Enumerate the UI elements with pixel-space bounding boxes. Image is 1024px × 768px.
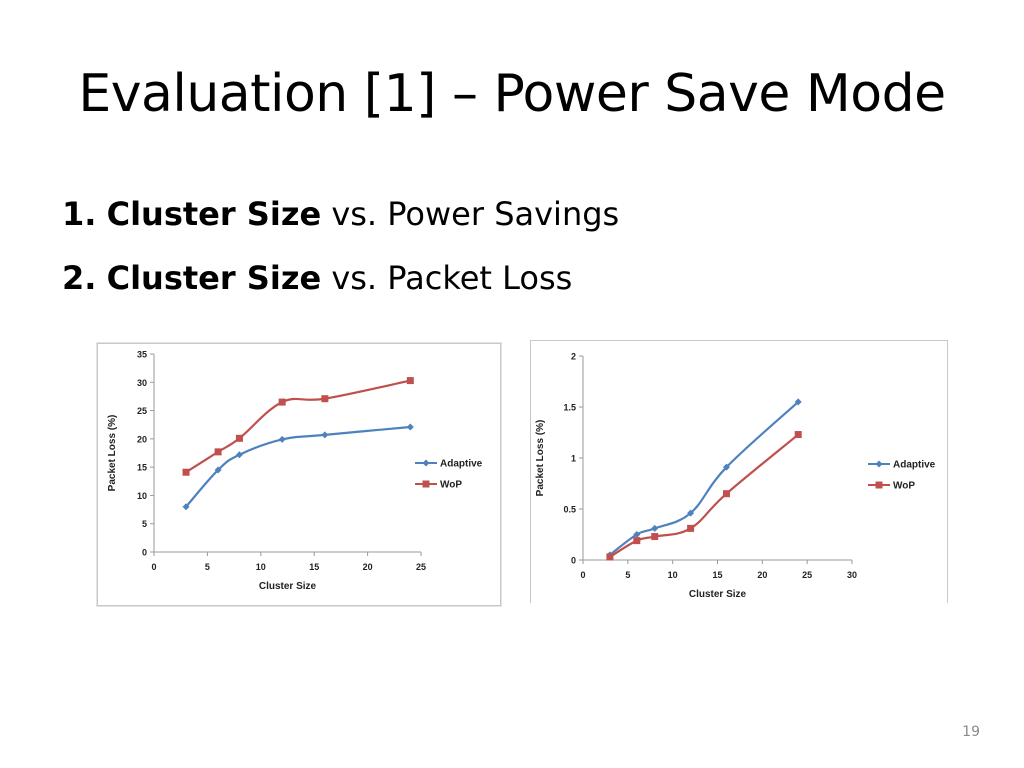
x-axis-label: Cluster Size: [259, 581, 317, 592]
data-point-wop: [235, 434, 243, 442]
bullet-bold-text: Cluster Size: [106, 259, 322, 297]
y-tick-label: 1: [571, 454, 576, 464]
data-point-adaptive: [321, 431, 329, 439]
bullet-bold-text: Cluster Size: [106, 195, 322, 233]
data-point-adaptive: [722, 463, 730, 471]
legend-marker: [875, 481, 883, 489]
slide-number: 19: [962, 724, 980, 740]
series-line-adaptive: [185, 425, 411, 508]
legend-marker: [875, 460, 883, 468]
bullet-text: vs. Packet Loss: [321, 259, 573, 297]
x-tick-label: 0: [151, 562, 156, 572]
y-tick-label: 10: [137, 491, 147, 501]
data-point-wop: [214, 448, 222, 456]
y-tick-label: 35: [137, 350, 147, 360]
legend-label: Adaptive: [440, 459, 483, 470]
legend-marker: [422, 480, 430, 488]
packet-loss-chart-left: 0 5 10 15 20 25 30 35 0 5 10 15 20 25 Cluster Size Pack…: [97, 343, 501, 606]
y-tick-label: 5: [142, 519, 147, 529]
y-tick-label: 20: [137, 434, 147, 444]
data-point-adaptive: [214, 466, 222, 474]
data-point-adaptive: [235, 451, 243, 459]
y-tick-label: 30: [137, 378, 147, 388]
bullet-number: 1.: [62, 195, 97, 233]
data-point-wop: [633, 537, 641, 545]
chart-svg: 0 5 10 15 20 25 30 35 0 5 10 15 20 25 Cluster Size Pack…: [107, 350, 483, 593]
y-tick-label: 0: [142, 548, 147, 558]
bullet-number: 2.: [62, 259, 97, 297]
data-point-wop: [651, 533, 659, 541]
y-tick-label: 15: [137, 463, 147, 473]
x-tick-label: 25: [416, 562, 426, 572]
data-point-wop: [321, 395, 329, 403]
data-point-wop: [182, 468, 190, 476]
data-point-adaptive: [633, 531, 641, 538]
x-tick-label: 0: [580, 570, 585, 580]
bullet-item: 1. Cluster Size vs. Power Savings: [62, 190, 619, 254]
data-point-adaptive: [182, 503, 190, 511]
bullet-list: 1. Cluster Size vs. Power Savings 2. Clu…: [62, 190, 619, 318]
x-tick-label: 10: [256, 562, 266, 572]
data-point-adaptive: [794, 398, 802, 406]
data-point-wop: [606, 553, 614, 561]
legend-marker: [422, 459, 430, 467]
data-point-adaptive: [406, 423, 414, 431]
x-tick-label: 10: [668, 570, 678, 580]
series-line-adaptive: [609, 401, 799, 556]
y-tick-label: 2: [571, 352, 576, 362]
y-axis-label: Packet Loss (%): [107, 415, 118, 492]
bullet-item: 2. Cluster Size vs. Packet Loss: [62, 254, 619, 318]
y-tick-label: 1.5: [563, 403, 576, 413]
data-point-adaptive: [687, 509, 695, 517]
series-line-wop: [185, 379, 411, 474]
legend-label: WoP: [893, 481, 915, 492]
y-tick-label: 0.5: [563, 505, 576, 515]
legend-label: WoP: [440, 480, 462, 491]
x-tick-label: 20: [757, 570, 767, 580]
x-tick-label: 5: [205, 562, 210, 572]
data-point-adaptive: [278, 435, 286, 443]
data-point-wop: [406, 377, 414, 385]
slide-title: Evaluation [1] – Power Save Mode: [78, 64, 946, 124]
y-axis-label: Packet Loss (%): [535, 420, 546, 497]
y-tick-label: 0: [571, 556, 576, 566]
x-tick-label: 15: [309, 562, 319, 572]
data-point-wop: [722, 490, 730, 498]
legend-label: Adaptive: [893, 460, 936, 471]
data-point-wop: [794, 431, 802, 439]
packet-loss-chart-right: 0 0.5 1 1.5 2 0 5 10 15 20 25 30 Cluster Size Packet …: [530, 340, 948, 603]
x-tick-label: 20: [363, 562, 373, 572]
x-tick-label: 25: [802, 570, 812, 580]
data-point-wop: [278, 398, 286, 406]
x-axis-label: Cluster Size: [689, 589, 747, 600]
y-tick-label: 25: [137, 406, 147, 416]
data-point-wop: [687, 524, 695, 532]
bullet-text: vs. Power Savings: [321, 195, 620, 233]
x-tick-label: 15: [712, 570, 722, 580]
data-point-adaptive: [651, 524, 659, 532]
x-tick-label: 30: [847, 570, 857, 580]
x-tick-label: 5: [625, 570, 630, 580]
